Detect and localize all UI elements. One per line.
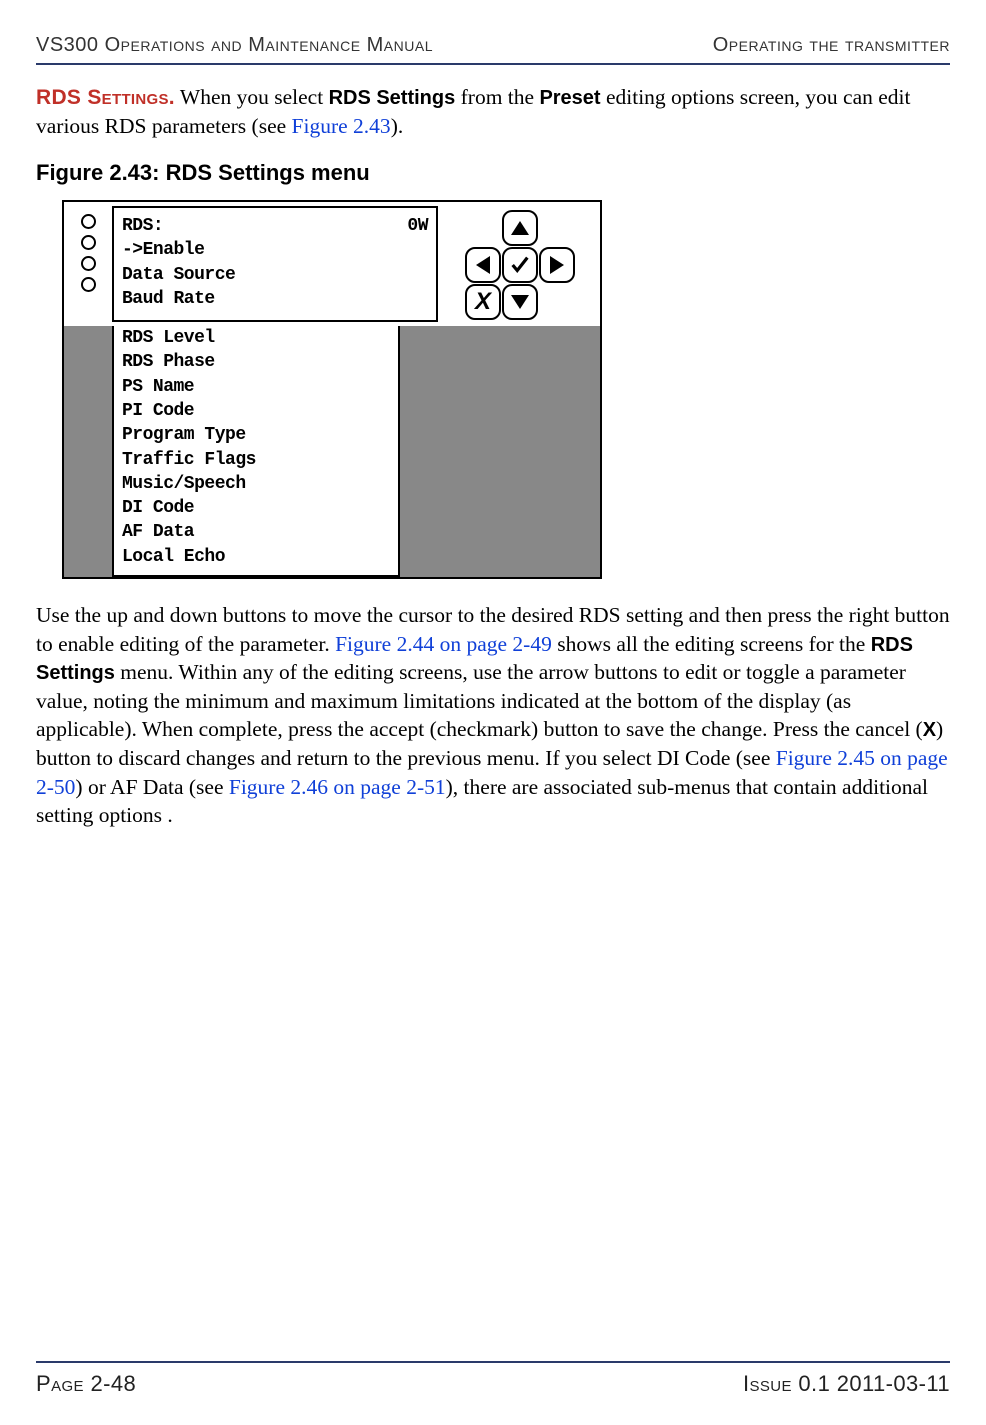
fig-2-43-link[interactable]: Figure 2.43 [292, 114, 391, 138]
right-arrow-icon [550, 256, 564, 274]
lcd-header-left: RDS: [122, 214, 163, 238]
lcd-line: RDS Level [122, 326, 390, 350]
led-4 [81, 277, 96, 292]
lcd-frame: RDS: 0W ->Enable Data Source Baud Rate [112, 202, 440, 326]
x-term: X [923, 719, 936, 741]
cancel-button[interactable]: X [465, 284, 501, 320]
panel-bottom-right [400, 326, 600, 577]
led-column [64, 202, 112, 326]
header-right: Operating the transmitter [713, 34, 950, 57]
up-arrow-icon [511, 221, 529, 235]
left-arrow-icon [476, 256, 490, 274]
spacer [36, 830, 950, 1353]
panel-top: RDS: 0W ->Enable Data Source Baud Rate [64, 202, 600, 326]
lcd-header-row: RDS: 0W [122, 214, 428, 238]
left-button[interactable] [465, 247, 501, 283]
lcd-line: Program Type [122, 423, 390, 447]
led-3 [81, 256, 96, 271]
lcd-line: Local Echo [122, 545, 390, 569]
rule-bottom [36, 1361, 950, 1363]
lcd-display-extended: RDS Level RDS Phase PS Name PI Code Prog… [112, 326, 400, 577]
fig-2-46-link[interactable]: Figure 2.46 on page 2-51 [229, 775, 446, 799]
body-t5: ) or AF Data (see [75, 775, 228, 799]
right-button[interactable] [539, 247, 575, 283]
intro-text-a: When you select [175, 85, 329, 109]
body-t3: menu. Within any of the editing screens,… [36, 660, 923, 741]
intro-text-b: from the [455, 85, 539, 109]
page-number: Page 2-48 [36, 1371, 136, 1397]
issue-date: Issue 0.1 2011-03-11 [743, 1371, 950, 1397]
dpad-column: X [440, 202, 600, 326]
up-button[interactable] [502, 210, 538, 246]
lcd-line: DI Code [122, 496, 390, 520]
lcd-line: PS Name [122, 375, 390, 399]
cancel-x-icon: X [475, 290, 491, 314]
body-paragraph: Use the up and down buttons to move the … [36, 601, 950, 830]
dpad: X [455, 210, 585, 320]
led-2 [81, 235, 96, 250]
section-lead: RDS Settings. [36, 86, 175, 109]
figure-2-43: RDS: 0W ->Enable Data Source Baud Rate [62, 200, 950, 579]
intro-text-d: ). [391, 114, 404, 138]
panel-bottom: RDS Level RDS Phase PS Name PI Code Prog… [64, 326, 600, 577]
lcd-header-right: 0W [407, 214, 428, 238]
lcd-line: Baud Rate [122, 287, 428, 311]
rule-top [36, 63, 950, 65]
lcd-line: RDS Phase [122, 350, 390, 374]
intro-paragraph: RDS Settings. When you select RDS Settin… [36, 83, 950, 140]
checkmark-icon [509, 254, 531, 276]
fig-2-44-link[interactable]: Figure 2.44 on page 2-49 [335, 632, 552, 656]
accept-button[interactable] [502, 247, 538, 283]
lcd-display: RDS: 0W ->Enable Data Source Baud Rate [112, 206, 438, 322]
rds-settings-term: RDS Settings [329, 87, 456, 109]
lcd-line: ->Enable [122, 238, 428, 262]
figure-title: Figure 2.43: RDS Settings menu [36, 160, 950, 186]
down-button[interactable] [502, 284, 538, 320]
lcd-line: Data Source [122, 263, 428, 287]
header-left: VS300 Operations and Maintenance Manual [36, 34, 433, 57]
front-panel: RDS: 0W ->Enable Data Source Baud Rate [62, 200, 602, 579]
footer-row: Page 2-48 Issue 0.1 2011-03-11 [36, 1371, 950, 1397]
lcd-line: Music/Speech [122, 472, 390, 496]
lcd-line: Traffic Flags [122, 448, 390, 472]
lcd-line: AF Data [122, 520, 390, 544]
preset-term: Preset [539, 87, 600, 109]
lcd-line: PI Code [122, 399, 390, 423]
body-t2: shows all the editing screens for the [552, 632, 871, 656]
led-1 [81, 214, 96, 229]
down-arrow-icon [511, 295, 529, 309]
